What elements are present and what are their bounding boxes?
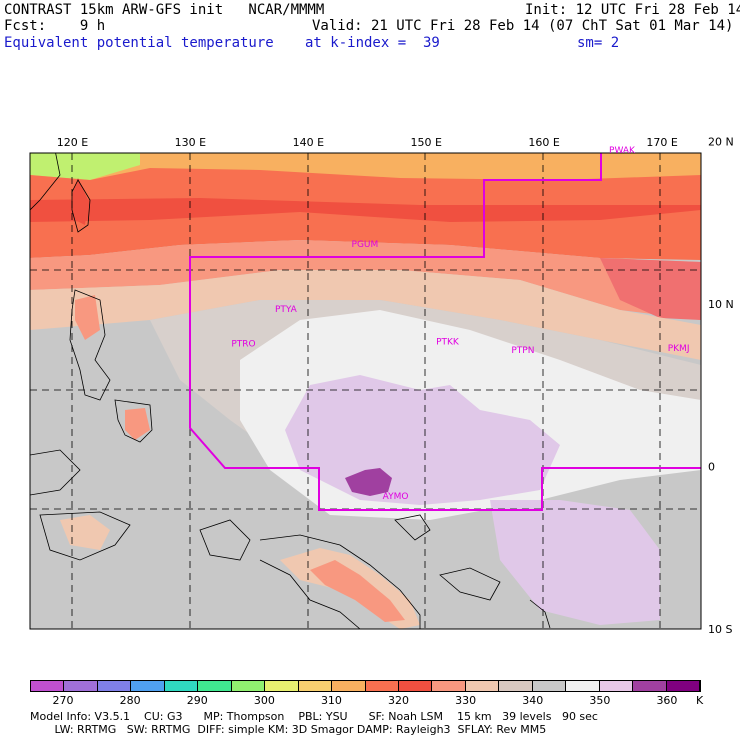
- lon-tick-label: 150 E: [411, 136, 442, 149]
- valid-time: Valid: 21 UTC Fri 28 Feb 14 (07 ChT Sat …: [312, 18, 734, 34]
- colorbar-swatch: [599, 681, 634, 691]
- colorbar-swatch: [131, 681, 165, 691]
- lat-tick-label: 0: [708, 461, 715, 474]
- lon-tick-label: 120 E: [57, 136, 88, 149]
- lat-tick-label: 20 N: [708, 136, 734, 149]
- lon-tick-label: 160 E: [528, 136, 559, 149]
- model-info-line1: Model Info: V3.5.1 CU: G3 MP: Thompson P…: [30, 710, 598, 723]
- colorbar-swatch: [465, 681, 500, 691]
- colorbar-label: 360: [656, 694, 678, 707]
- lon-tick-label: 140 E: [293, 136, 324, 149]
- colorbar-swatch: [666, 681, 701, 691]
- station-label: PKMJ: [668, 344, 690, 354]
- colorbar-swatch: [97, 681, 132, 691]
- lat-tick-label: 10 N: [708, 298, 734, 311]
- colorbar-swatch: [31, 681, 65, 691]
- station-label: PTYA: [275, 305, 298, 315]
- colorbar-swatch: [365, 681, 399, 691]
- colorbar-swatch: [633, 681, 667, 691]
- station-label: PTPN: [511, 346, 534, 356]
- colorbar-label: 350: [589, 694, 611, 707]
- station-label: PGUM: [352, 240, 379, 250]
- colorbar-swatch: [298, 681, 333, 691]
- region-boundary: [189, 153, 701, 511]
- station-label: PWAK: [609, 146, 636, 156]
- colorbar-label: 330: [455, 694, 477, 707]
- station-label: PTRO: [231, 339, 255, 349]
- colorbar-swatch: [532, 681, 567, 691]
- colorbar-label: 270: [52, 694, 74, 707]
- colorbar-swatch: [64, 681, 98, 691]
- field-name: Equivalent potential temperature: [4, 35, 274, 51]
- colorbar-label: 320: [388, 694, 410, 707]
- station-label: AYMO: [383, 492, 409, 502]
- colorbar-label: 340: [522, 694, 544, 707]
- colorbar: [30, 680, 701, 692]
- colorbar-swatch: [265, 681, 299, 691]
- colorbar-swatch: [499, 681, 533, 691]
- level-index: at k-index = 39: [305, 35, 440, 51]
- colorbar-swatch: [332, 681, 366, 691]
- forecast-hour: Fcst: 9 h: [4, 18, 106, 34]
- model-info-line2: LW: RRTMG SW: RRTMG DIFF: simple KM: 3D …: [30, 723, 547, 736]
- colorbar-swatch: [164, 681, 199, 691]
- colorbar-swatch: [231, 681, 266, 691]
- colorbar-swatch: [566, 681, 600, 691]
- smoothing: sm= 2: [577, 35, 620, 51]
- colorbar-label: 310: [320, 694, 342, 707]
- colorbar-swatch: [432, 681, 466, 691]
- colorbar-label: 290: [186, 694, 208, 707]
- station-label: PTKK: [436, 338, 460, 348]
- lat-tick-label: 10 S: [708, 623, 732, 636]
- colorbar-label: 280: [119, 694, 141, 707]
- colorbar-label: 300: [253, 694, 275, 707]
- colorbar-swatch: [198, 681, 232, 691]
- lon-tick-label: 170 E: [646, 136, 677, 149]
- colorbar-unit: K: [696, 694, 704, 707]
- init-time: Init: 12 UTC Fri 28 Feb 14: [525, 2, 740, 18]
- lon-tick-label: 130 E: [175, 136, 206, 149]
- colorbar-swatch: [398, 681, 433, 691]
- model-title: CONTRAST 15km ARW-GFS init NCAR/MMMM: [4, 2, 325, 18]
